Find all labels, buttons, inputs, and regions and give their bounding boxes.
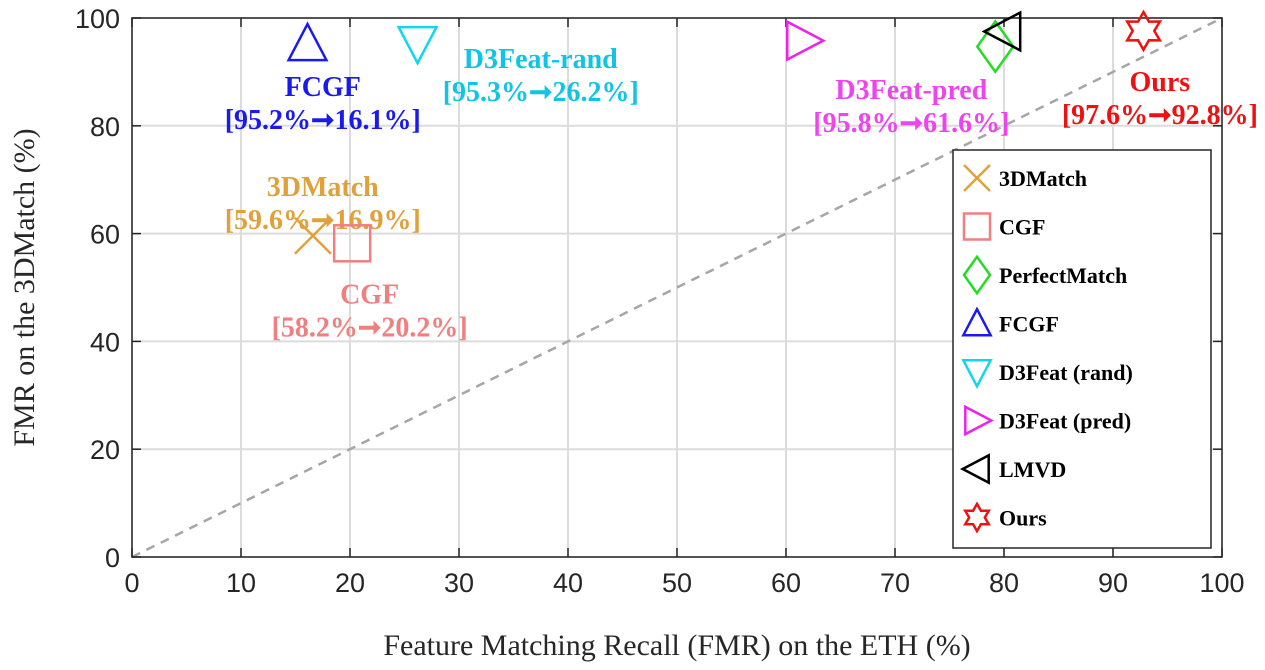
annotation-4-line-0: 3DMatch — [267, 172, 379, 203]
point-d3feat-pred — [785, 19, 826, 62]
point-cgf — [332, 224, 372, 263]
legend-label-7: Ours — [999, 506, 1047, 531]
y-tick-label: 60 — [90, 220, 120, 250]
y-tick-label: 0 — [105, 543, 120, 573]
annotation-5-line-1: [58.2%➞20.2%] — [272, 313, 468, 344]
annotation-0-line-0: FCGF — [285, 72, 361, 103]
legend-label-2: PerfectMatch — [999, 263, 1127, 288]
legend-label-0: 3DMatch — [999, 166, 1087, 191]
legend-marker-0 — [963, 164, 991, 192]
legend: 3DMatch CGF PerfectMatch FCGF D3Feat (rand) D… — [952, 149, 1212, 549]
legend-marker-4 — [961, 359, 993, 389]
point-3dmatch — [294, 216, 332, 255]
annotation-2-line-0: D3Feat-pred — [835, 75, 987, 106]
legend-label-6: LMVD — [999, 457, 1066, 482]
annotation-2-line-1: [95.8%➞61.6%] — [813, 108, 1009, 139]
annotation-4-line-1: [59.6%➞16.9%] — [225, 205, 421, 236]
x-tick-label: 100 — [1199, 568, 1244, 598]
point-3dmatch-stroke-b — [294, 216, 332, 255]
annotation-5-line-0: CGF — [340, 280, 399, 311]
y-axis-label: FMR on the 3DMatch (%) — [8, 128, 41, 446]
annotations: FCGF[95.2%➞16.1%]D3Feat-rand[95.3%➞26.2%… — [225, 44, 1258, 344]
y-tick-label: 80 — [90, 112, 120, 142]
legend-marker-2 — [962, 254, 992, 296]
point-ours — [1125, 9, 1163, 53]
x-tick-label: 30 — [444, 568, 474, 598]
diagonal-reference-line — [131, 16, 1223, 559]
x-tick-label: 70 — [880, 568, 910, 598]
legend-marker-3 — [961, 306, 993, 337]
annotation-1-line-0: D3Feat-rand — [464, 44, 618, 75]
legend-marker-5 — [964, 404, 994, 437]
x-tick-label: 80 — [989, 568, 1019, 598]
point-lmvd — [981, 10, 1022, 53]
point-perfectmatch — [975, 19, 1015, 74]
annotation-3-line-0: Ours — [1130, 67, 1191, 98]
annotation-0-line-1: [95.2%➞16.1%] — [225, 105, 421, 136]
point-d3feat-rand — [396, 25, 439, 66]
legend-box — [952, 149, 1212, 549]
legend-label-1: CGF — [999, 215, 1045, 240]
annotation-1-line-1: [95.3%➞26.2%] — [443, 77, 639, 108]
x-tick-label: 60 — [771, 568, 801, 598]
y-tick-label: 40 — [90, 327, 120, 357]
axis-ticks: 0 10 20 30 40 50 60 70 80 90 100 0 20 40 60 80 100 — [75, 4, 1245, 598]
legend-label-4: D3Feat (rand) — [999, 360, 1133, 385]
legend-marker-7 — [963, 501, 991, 534]
legend-marker-1 — [962, 212, 992, 241]
data-points — [286, 9, 1163, 263]
legend-marker-0-stroke-b — [963, 164, 991, 192]
annotation-3-line-1: [97.6%➞92.8%] — [1062, 100, 1258, 131]
x-tick-label: 90 — [1098, 568, 1128, 598]
legend-label-3: FCGF — [999, 312, 1059, 337]
x-tick-label: 10 — [226, 568, 256, 598]
y-tick-label: 20 — [90, 435, 120, 465]
x-tick-label: 40 — [553, 568, 583, 598]
x-tick-label: 20 — [335, 568, 365, 598]
y-tick-label: 100 — [75, 4, 120, 34]
x-tick-label: 50 — [662, 568, 692, 598]
x-axis-label: Feature Matching Recall (FMR) on the ETH… — [383, 629, 970, 662]
legend-marker-6 — [960, 453, 990, 485]
legend-label-5: D3Feat (pred) — [999, 409, 1131, 434]
point-fcgf — [286, 21, 329, 62]
x-tick-label: 0 — [124, 568, 139, 598]
